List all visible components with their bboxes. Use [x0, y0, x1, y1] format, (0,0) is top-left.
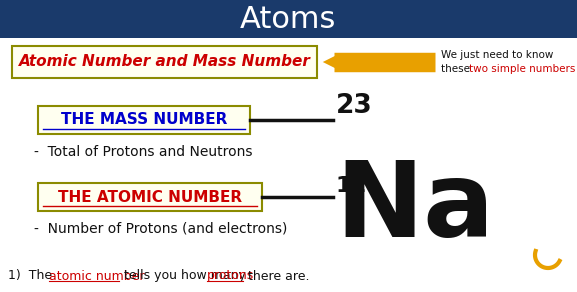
Text: -  Total of Protons and Neutrons: - Total of Protons and Neutrons: [34, 145, 253, 159]
Text: Atoms: Atoms: [240, 4, 336, 34]
FancyBboxPatch shape: [0, 0, 577, 38]
Text: there are.: there are.: [244, 270, 309, 282]
Text: -  Number of Protons (and electrons): - Number of Protons (and electrons): [34, 222, 287, 236]
Text: these: these: [441, 64, 473, 74]
Text: 11: 11: [336, 176, 367, 196]
Text: Atomic Number and Mass Number: Atomic Number and Mass Number: [18, 55, 310, 69]
Text: We just need to know: We just need to know: [441, 50, 553, 60]
Text: tells you how many: tells you how many: [120, 270, 250, 282]
Text: THE ATOMIC NUMBER: THE ATOMIC NUMBER: [58, 190, 242, 204]
Text: THE MASS NUMBER: THE MASS NUMBER: [61, 112, 227, 128]
Text: Na: Na: [335, 157, 494, 259]
Text: two simple numbers: two simple numbers: [469, 64, 575, 74]
Text: protons: protons: [207, 270, 254, 282]
FancyBboxPatch shape: [12, 46, 317, 78]
Text: atomic number: atomic number: [49, 270, 144, 282]
Text: 1)  The: 1) The: [8, 270, 56, 282]
FancyBboxPatch shape: [38, 183, 262, 211]
Text: 23: 23: [336, 93, 373, 119]
FancyBboxPatch shape: [38, 106, 250, 134]
